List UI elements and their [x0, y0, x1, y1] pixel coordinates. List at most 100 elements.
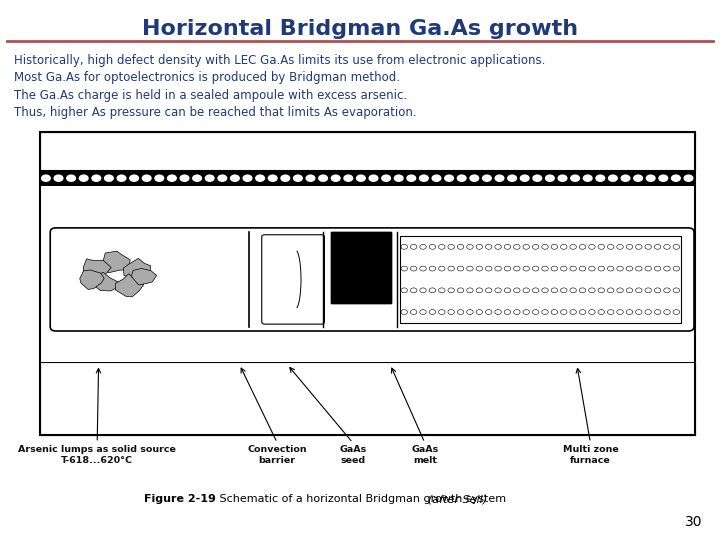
Circle shape: [608, 174, 618, 182]
Circle shape: [104, 350, 114, 357]
Polygon shape: [84, 259, 111, 280]
Circle shape: [621, 174, 631, 182]
Circle shape: [318, 350, 328, 357]
Circle shape: [520, 174, 530, 182]
Polygon shape: [95, 272, 119, 291]
Circle shape: [230, 350, 240, 357]
Circle shape: [104, 174, 114, 182]
Circle shape: [658, 350, 668, 357]
Bar: [40, 327, 695, 362]
Circle shape: [507, 174, 517, 182]
Polygon shape: [123, 259, 150, 279]
Circle shape: [293, 174, 303, 182]
Text: Multi zone
furnace: Multi zone furnace: [562, 446, 618, 465]
Circle shape: [129, 350, 139, 357]
Circle shape: [608, 350, 618, 357]
Circle shape: [243, 174, 253, 182]
Bar: [40, 186, 695, 232]
Circle shape: [343, 174, 354, 182]
Circle shape: [658, 174, 668, 182]
Circle shape: [444, 350, 454, 357]
FancyBboxPatch shape: [262, 235, 325, 324]
Circle shape: [318, 174, 328, 182]
Circle shape: [356, 350, 366, 357]
Circle shape: [406, 350, 416, 357]
Circle shape: [419, 174, 429, 182]
Circle shape: [305, 174, 315, 182]
Circle shape: [280, 350, 290, 357]
Circle shape: [268, 174, 278, 182]
Text: GaAs
seed: GaAs seed: [339, 446, 366, 465]
Circle shape: [91, 350, 102, 357]
Text: 30: 30: [685, 515, 702, 529]
Circle shape: [293, 350, 303, 357]
Circle shape: [469, 350, 480, 357]
Circle shape: [117, 350, 127, 357]
Circle shape: [53, 350, 63, 357]
Circle shape: [280, 174, 290, 182]
Circle shape: [456, 174, 467, 182]
Circle shape: [431, 350, 441, 357]
Circle shape: [532, 350, 542, 357]
Text: Historically, high defect density with LEC Ga.As limits its use from electronic : Historically, high defect density with L…: [14, 54, 546, 67]
Circle shape: [369, 350, 379, 357]
Circle shape: [142, 174, 152, 182]
Circle shape: [469, 174, 480, 182]
Circle shape: [646, 350, 656, 357]
Circle shape: [243, 350, 253, 357]
Circle shape: [330, 350, 341, 357]
Circle shape: [532, 174, 542, 182]
Circle shape: [204, 350, 215, 357]
Circle shape: [557, 350, 567, 357]
Circle shape: [419, 350, 429, 357]
Circle shape: [394, 350, 404, 357]
Circle shape: [305, 350, 315, 357]
Text: GaAs
melt: GaAs melt: [411, 446, 438, 465]
Circle shape: [369, 174, 379, 182]
Circle shape: [268, 350, 278, 357]
Bar: [40, 346, 695, 362]
Bar: [331, 232, 391, 303]
Circle shape: [621, 350, 631, 357]
Circle shape: [570, 350, 580, 357]
Polygon shape: [115, 274, 144, 297]
Circle shape: [570, 174, 580, 182]
Circle shape: [255, 350, 265, 357]
Bar: [331, 232, 391, 303]
Circle shape: [683, 174, 693, 182]
Circle shape: [582, 350, 593, 357]
Circle shape: [482, 350, 492, 357]
Circle shape: [117, 174, 127, 182]
Circle shape: [582, 174, 593, 182]
Circle shape: [595, 174, 606, 182]
Circle shape: [633, 174, 643, 182]
Circle shape: [142, 350, 152, 357]
Text: (after Sell): (after Sell): [428, 495, 487, 504]
Circle shape: [66, 174, 76, 182]
Circle shape: [78, 174, 89, 182]
Polygon shape: [80, 270, 104, 289]
Text: Figure 2-19: Figure 2-19: [144, 495, 216, 504]
Circle shape: [356, 174, 366, 182]
Circle shape: [646, 174, 656, 182]
Text: Most Ga.As for optoelectronics is produced by Bridgman method.: Most Ga.As for optoelectronics is produc…: [14, 71, 400, 84]
Circle shape: [167, 174, 177, 182]
Circle shape: [154, 350, 164, 357]
Circle shape: [91, 174, 102, 182]
Circle shape: [671, 350, 681, 357]
Circle shape: [683, 350, 693, 357]
Circle shape: [330, 174, 341, 182]
Circle shape: [444, 174, 454, 182]
Circle shape: [41, 350, 51, 357]
Circle shape: [66, 350, 76, 357]
Circle shape: [456, 350, 467, 357]
Circle shape: [671, 174, 681, 182]
Circle shape: [495, 174, 505, 182]
Circle shape: [179, 350, 189, 357]
Circle shape: [217, 174, 228, 182]
Circle shape: [381, 350, 391, 357]
Text: Convection
barrier: Convection barrier: [248, 446, 307, 465]
Circle shape: [41, 174, 51, 182]
Circle shape: [406, 174, 416, 182]
Circle shape: [633, 350, 643, 357]
